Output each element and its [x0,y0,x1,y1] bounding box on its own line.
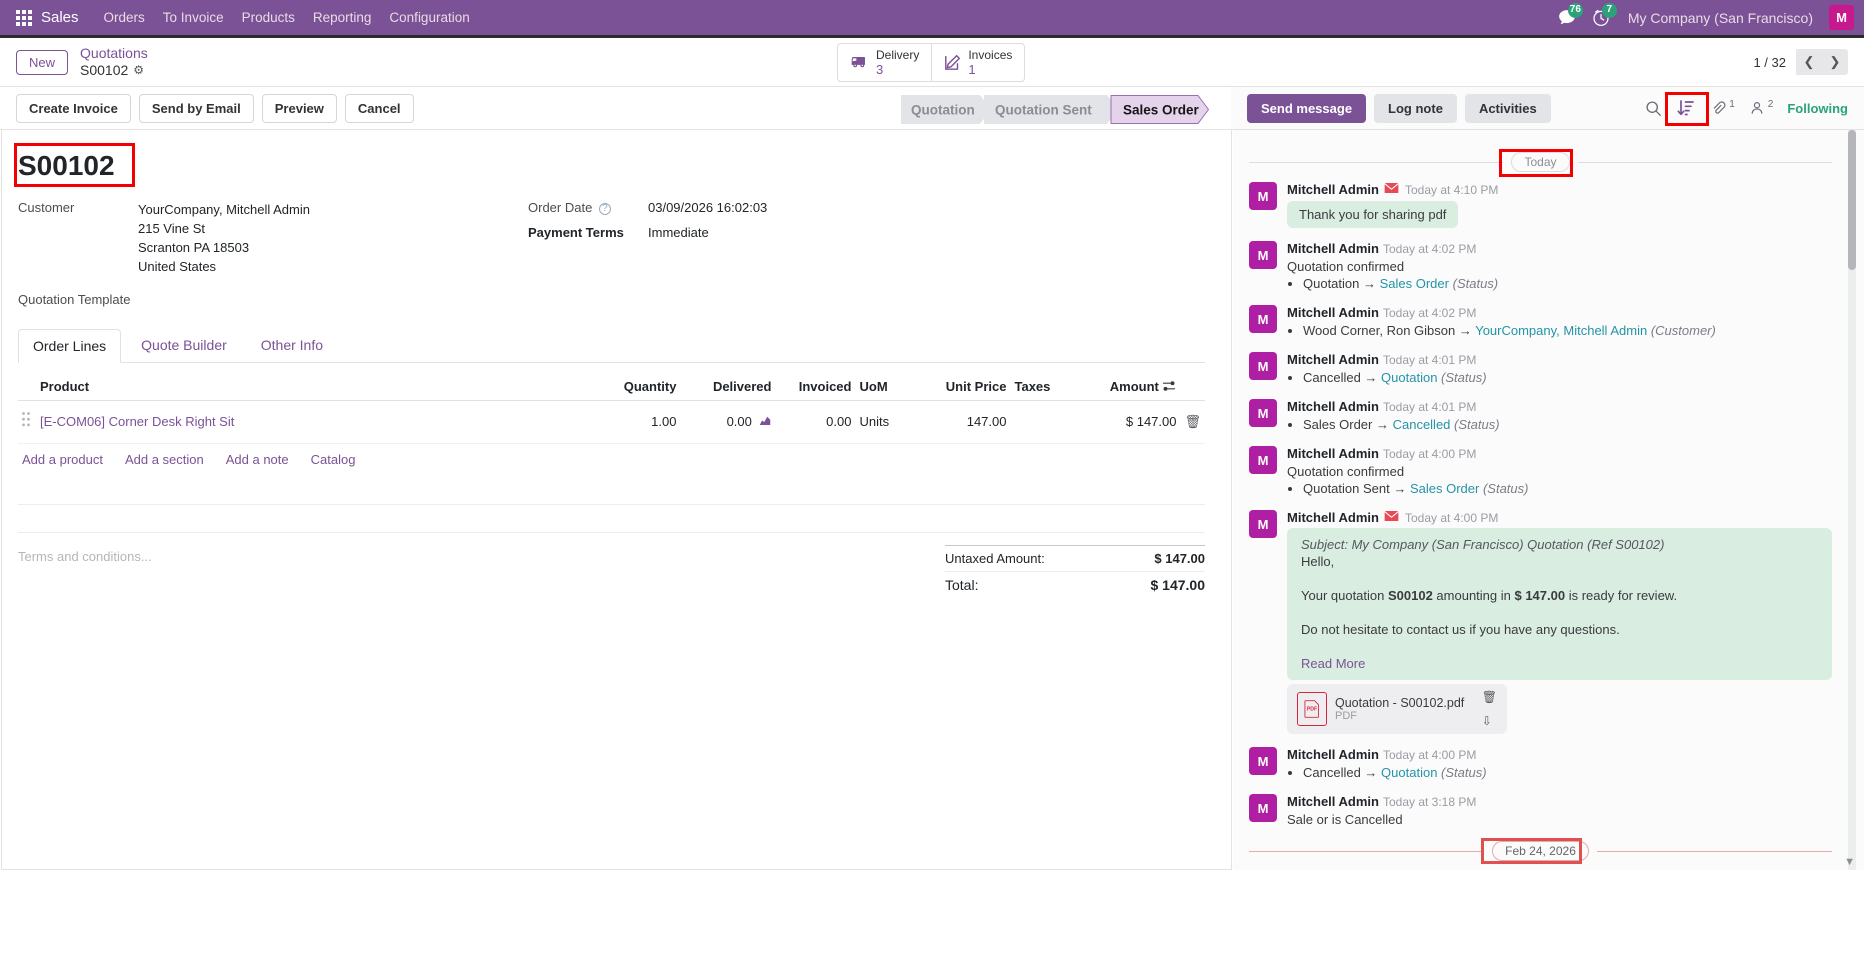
svg-text:Sales Order: Sales Order [1123,103,1200,118]
svg-text:PDF: PDF [1307,706,1317,712]
svg-text:Quotation: Quotation [911,103,975,118]
svg-text:Quotation Sent: Quotation Sent [995,103,1092,118]
